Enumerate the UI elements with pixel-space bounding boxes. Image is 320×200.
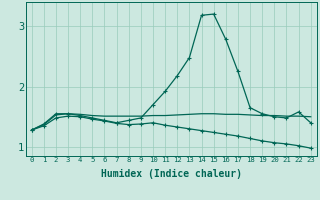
X-axis label: Humidex (Indice chaleur): Humidex (Indice chaleur)	[101, 169, 242, 179]
